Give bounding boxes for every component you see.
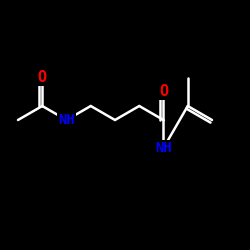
Text: NH: NH xyxy=(58,113,75,127)
Text: O: O xyxy=(159,84,168,100)
Text: NH: NH xyxy=(155,141,172,155)
Text: O: O xyxy=(38,70,47,86)
